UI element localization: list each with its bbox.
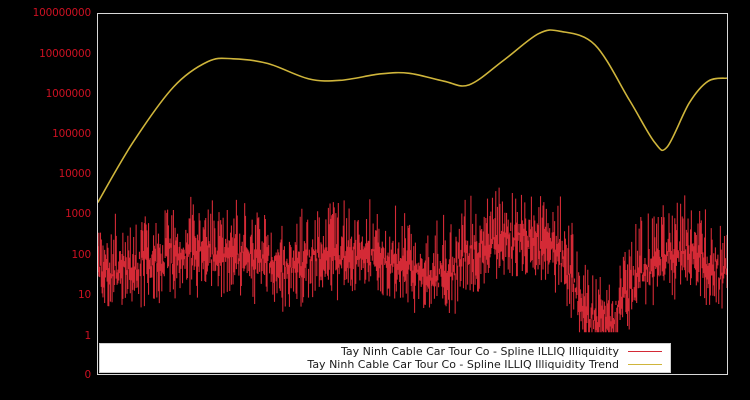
legend-swatch-illiquidity-trend [628, 364, 662, 365]
legend-label-illiquidity-trend: Tay Ninh Cable Car Tour Co - Spline ILLI… [307, 358, 619, 371]
y-axis-tick-0: 100000000 [32, 7, 92, 19]
y-axis-tick-9: 0 [84, 369, 92, 381]
series-illiquidity [98, 187, 727, 333]
y-axis-tick-7: 10 [78, 289, 91, 301]
y-axis-tick-4: 10000 [58, 168, 92, 180]
legend-swatch-illiquidity [628, 351, 662, 352]
y-axis-tick-5: 1000 [65, 208, 91, 220]
legend-item-illiquidity-trend[interactable]: Tay Ninh Cable Car Tour Co - Spline ILLI… [307, 358, 664, 371]
y-axis-tick-1: 10000000 [39, 48, 91, 60]
y-axis-tick-6: 100 [71, 249, 92, 261]
chart-legend[interactable]: Tay Ninh Cable Car Tour Co - Spline ILLI… [99, 343, 671, 373]
series-illiquidity-trend [98, 29, 727, 203]
plot-area [97, 13, 728, 375]
y-axis-tick-labels: 100000000 10000000 1000000 100000 10000 1000 1… [0, 0, 92, 400]
plot-svg [98, 29, 727, 333]
illiquidity-line [98, 187, 727, 333]
legend-label-illiquidity: Tay Ninh Cable Car Tour Co - Spline ILLI… [341, 345, 619, 358]
y-axis-tick-3: 100000 [52, 128, 91, 140]
legend-item-illiquidity[interactable]: Tay Ninh Cable Car Tour Co - Spline ILLI… [341, 345, 664, 358]
y-axis-tick-2: 1000000 [45, 88, 92, 100]
illiquidity-trend-line [98, 29, 727, 203]
y-axis-tick-8: 1 [84, 330, 92, 342]
